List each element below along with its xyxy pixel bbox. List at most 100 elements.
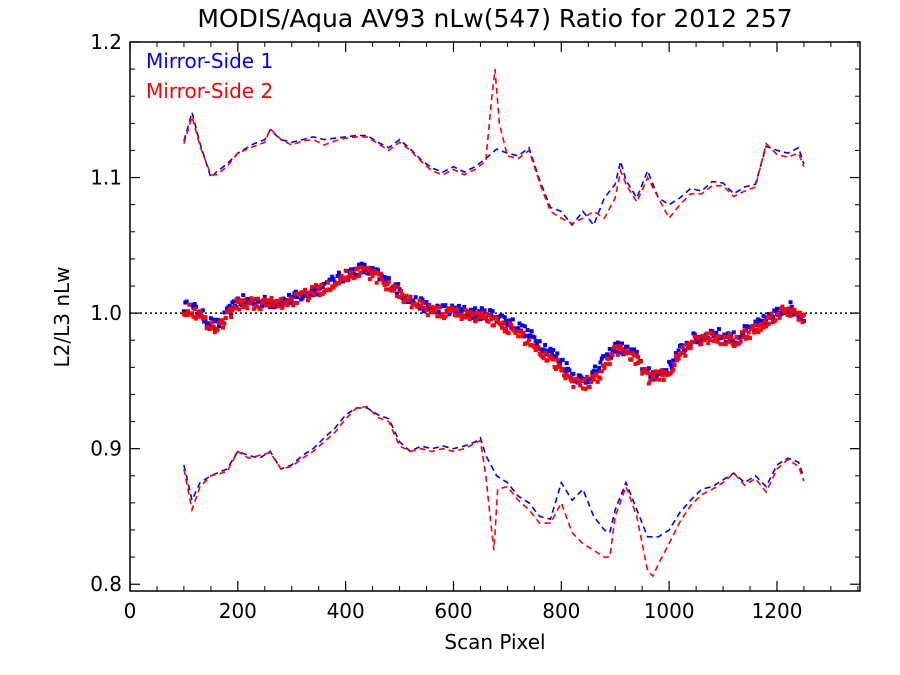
mirror-side-2-point — [229, 315, 234, 320]
mirror-side-2-point — [373, 271, 378, 276]
mirror-side-2-point — [474, 318, 479, 323]
mirror-side-2-point — [471, 311, 476, 316]
mirror-side-2-point — [687, 341, 692, 346]
mirror-side-2-point — [192, 307, 197, 311]
mirror-side-1-point — [222, 310, 227, 315]
mirror-side-2-point — [211, 324, 216, 329]
mirror-side-1-point — [357, 262, 362, 267]
mirror-side-2-point — [603, 362, 608, 366]
mirror-side-1-point — [607, 347, 612, 351]
mirror-side-2-point — [385, 282, 390, 287]
mirror-side-1-point — [335, 274, 340, 278]
mirror-side-2-point — [509, 323, 514, 328]
mirror-side-2-point — [765, 315, 770, 320]
mirror-side-2-point — [331, 285, 336, 290]
mirror-side-2-point — [590, 374, 595, 379]
mirror-side-1-point — [731, 330, 736, 335]
mirror-side-2-point — [438, 305, 442, 310]
mirror-side-2-point — [458, 313, 463, 318]
mirror-side-2-point — [679, 351, 684, 355]
mirror-side-2-point — [580, 386, 585, 391]
mirror-side-2-point — [618, 344, 623, 349]
mirror-side-1-point — [436, 309, 441, 314]
mirror-side-2-point — [723, 342, 728, 347]
mirror-side-2-point — [258, 307, 263, 312]
x-tick-label: 1200 — [752, 599, 803, 623]
mirror-side-2-point — [489, 317, 494, 322]
mirror-side-2-point — [727, 332, 732, 337]
mirror-side-1-point — [583, 380, 588, 385]
mirror-side-2-point — [397, 295, 402, 300]
mirror-side-1-point — [424, 300, 429, 305]
mirror-side-2-point — [419, 303, 424, 308]
mirror-side-1-point — [508, 318, 513, 323]
mirror-side-1-point — [450, 303, 455, 308]
mirror-side-2-point — [583, 386, 588, 391]
mirror-side-1-point — [474, 315, 479, 320]
mirror-side-1-point — [634, 349, 639, 354]
y-tick-label: 1.2 — [90, 30, 122, 54]
mirror-side-2-point — [651, 375, 655, 380]
mirror-side-1-point — [625, 344, 630, 349]
mirror-side-2-point — [367, 277, 372, 282]
mirror-side-2-point — [434, 305, 438, 310]
mirror-side-1-point — [597, 365, 602, 370]
mirror-side-2-point — [558, 364, 562, 369]
mirror-side-2-point — [784, 307, 789, 312]
mirror-side-2-point — [710, 332, 715, 337]
mirror-side-2-point — [248, 300, 252, 305]
mirror-side-1-upper-line — [183, 109, 805, 227]
mirror-side-2-point — [652, 371, 657, 376]
x-tick-label: 600 — [434, 599, 472, 623]
mirror-side-2-point — [742, 328, 747, 333]
mirror-side-2-point — [696, 335, 701, 340]
mirror-side-2-point — [384, 287, 389, 292]
mirror-side-1-point — [655, 372, 659, 377]
mirror-side-1-point — [605, 352, 610, 357]
mirror-side-2-point — [799, 314, 804, 319]
mirror-side-2-point — [646, 381, 651, 386]
mirror-side-2-point — [500, 325, 504, 330]
mirror-side-2-point — [386, 279, 391, 284]
mirror-side-2-point — [322, 290, 327, 295]
mirror-side-2-point — [382, 283, 387, 287]
series-layer — [181, 69, 806, 578]
mirror-side-2-point — [420, 300, 425, 305]
y-tick-label: 1.1 — [90, 166, 122, 190]
mirror-side-1-point — [256, 299, 260, 304]
mirror-side-2-point — [319, 282, 324, 287]
mirror-side-2-point — [738, 339, 743, 344]
mirror-side-2-point — [432, 308, 437, 313]
mirror-side-1-point — [421, 309, 426, 314]
mirror-side-1-point — [394, 291, 399, 296]
mirror-side-1-point — [377, 277, 382, 282]
mirror-side-1-point — [683, 348, 688, 353]
mirror-side-1-point — [447, 312, 452, 317]
mirror-side-1-point — [699, 338, 704, 343]
mirror-side-2-point — [400, 292, 405, 297]
mirror-side-2-point — [407, 297, 411, 302]
mirror-side-2-point — [564, 372, 569, 377]
mirror-side-1-point — [525, 328, 530, 333]
mirror-side-2-point — [589, 380, 593, 385]
mirror-side-1-point — [260, 304, 265, 309]
mirror-side-1-point — [591, 368, 596, 373]
mirror-side-1-point — [730, 338, 735, 343]
mirror-side-2-point — [417, 298, 422, 303]
mirror-side-1-point — [668, 362, 673, 367]
mirror-side-1-point — [504, 318, 509, 323]
mirror-side-2-point — [318, 293, 322, 298]
mirror-side-1-point — [241, 293, 246, 298]
mirror-side-2-point — [606, 357, 611, 362]
mirror-side-2-point — [633, 362, 638, 366]
mirror-side-2-point — [502, 329, 507, 334]
mirror-side-2-point — [551, 357, 556, 362]
mirror-side-1-point — [738, 335, 743, 340]
mirror-side-1-point — [242, 301, 247, 306]
mirror-side-2-point — [273, 300, 278, 305]
mirror-side-1-point — [742, 324, 747, 329]
mirror-side-1-point — [535, 342, 540, 347]
mirror-side-2-point — [521, 330, 526, 335]
mirror-side-2-point — [358, 270, 363, 275]
mirror-side-2-point — [365, 269, 370, 274]
